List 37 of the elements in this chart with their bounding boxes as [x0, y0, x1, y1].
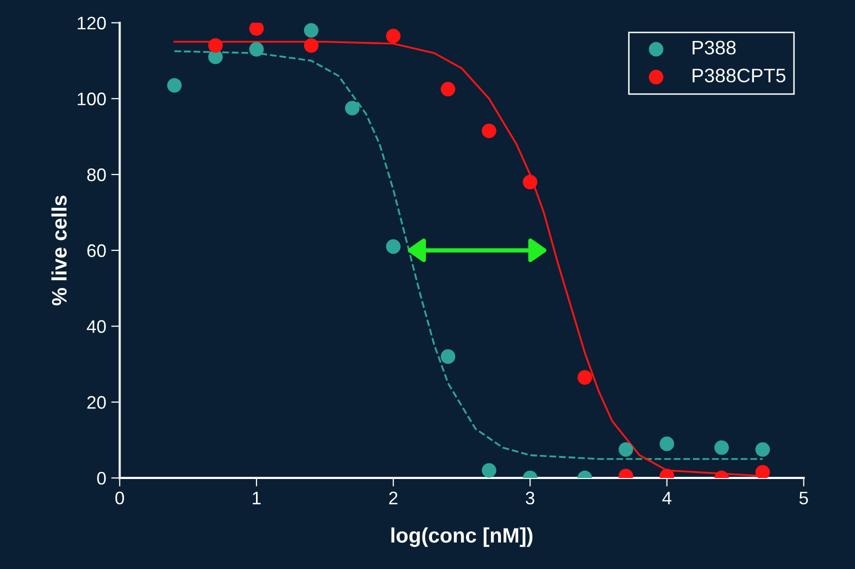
point	[344, 100, 360, 116]
point	[208, 38, 223, 53]
y-axis-title: % live cells	[51, 196, 67, 306]
x-tick-label: 0	[115, 492, 124, 504]
point	[386, 239, 401, 254]
point	[482, 463, 496, 478]
x-axis-title: log(conc [nM])	[391, 527, 532, 547]
point	[440, 82, 456, 96]
x-tick-label: 5	[799, 492, 808, 504]
y-tick-label: 0	[97, 472, 106, 485]
point	[755, 442, 770, 457]
x-tick-label: 4	[662, 492, 672, 504]
point	[249, 22, 264, 36]
y-tick-label: 20	[87, 396, 106, 409]
point	[386, 28, 401, 44]
point	[167, 78, 182, 93]
y-tick-label: 40	[86, 320, 106, 333]
legend-label: P388CPT5	[692, 68, 786, 82]
point	[440, 349, 456, 364]
point	[304, 38, 319, 53]
y-tick-label: 80	[87, 168, 106, 182]
point	[660, 436, 674, 452]
point	[618, 442, 634, 457]
point	[714, 440, 729, 455]
legend-label: P388	[692, 40, 736, 55]
x-tick-label: 1	[252, 492, 261, 504]
y-tick-label: 60	[87, 244, 106, 258]
point	[578, 370, 592, 385]
point	[755, 464, 770, 478]
point	[482, 124, 496, 138]
x-tick-label: 2	[389, 492, 398, 504]
point	[522, 174, 538, 190]
y-tick-label: 100	[78, 92, 106, 106]
y-tick-label: 120	[78, 16, 106, 30]
point	[249, 42, 264, 57]
x-tick-label: 3	[526, 492, 534, 504]
point	[304, 23, 319, 38]
